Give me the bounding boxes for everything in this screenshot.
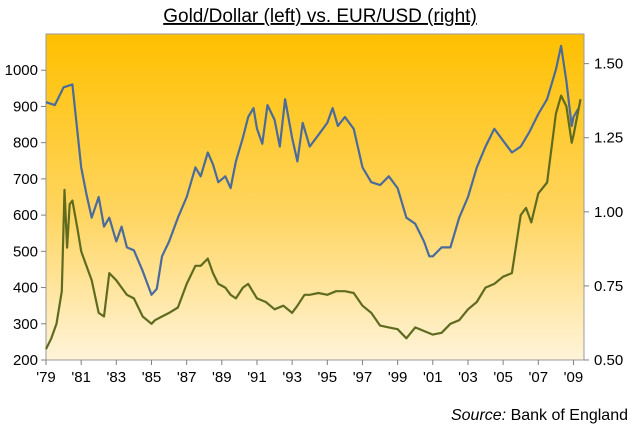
x-tick-label: '93 (282, 369, 302, 386)
y-right-tick-label: 0.75 (594, 278, 623, 295)
x-tick-label: '87 (177, 369, 197, 386)
y-left-tick-label: 500 (13, 243, 38, 260)
y-left-tick-label: 300 (13, 316, 38, 333)
plot-area (45, 33, 585, 361)
y-left-tick-label: 200 (13, 352, 38, 369)
series-line-gold-usd (45, 94, 582, 350)
y-right-tick-label: 1.00 (594, 204, 623, 221)
y-right-tick-label: 1.50 (594, 56, 623, 73)
x-tick-label: '01 (423, 369, 443, 386)
y-left-tick-label: 400 (13, 280, 38, 297)
x-tick-label: '95 (318, 369, 338, 386)
x-tick-label: '83 (107, 369, 127, 386)
x-tick-label: '99 (388, 369, 408, 386)
x-tick-label: '97 (353, 369, 373, 386)
source-label: Source: (451, 407, 506, 424)
x-tick-label: '05 (493, 369, 513, 386)
series-layer (45, 44, 582, 350)
y-right-tick-label: 1.25 (594, 130, 623, 147)
y-left-tick-label: 700 (13, 171, 38, 188)
y-right-tick-label: 0.50 (594, 352, 623, 369)
x-tick-label: '07 (529, 369, 549, 386)
x-tick-label: '03 (458, 369, 478, 386)
series-line-eur-usd (45, 44, 580, 296)
y-left-axis: 1000 900 800 700 600 500 400 300 200 (5, 62, 46, 369)
x-axis: '79 '81 '83 '85 '87 '89 '91 '93 '95 '97 '99 '01 '03 '… (36, 360, 583, 386)
source-text: Bank of England (506, 407, 628, 424)
x-tick-label: '79 (36, 369, 56, 386)
x-tick-label: '81 (71, 369, 91, 386)
source-note: Source: Bank of England (451, 407, 628, 424)
x-tick-label: '85 (142, 369, 162, 386)
x-tick-label: '91 (247, 369, 267, 386)
y-left-tick-label: 1000 (5, 62, 38, 79)
x-tick-label: '09 (564, 369, 584, 386)
x-tick-label: '89 (212, 369, 232, 386)
y-left-tick-label: 600 (13, 207, 38, 224)
y-left-tick-label: 800 (13, 135, 38, 152)
y-right-axis: 1.50 1.25 1.00 0.75 0.50 (584, 56, 623, 369)
y-left-tick-label: 900 (13, 98, 38, 115)
chart-title: Gold/Dollar (left) vs. EUR/USD (right) (163, 6, 477, 27)
